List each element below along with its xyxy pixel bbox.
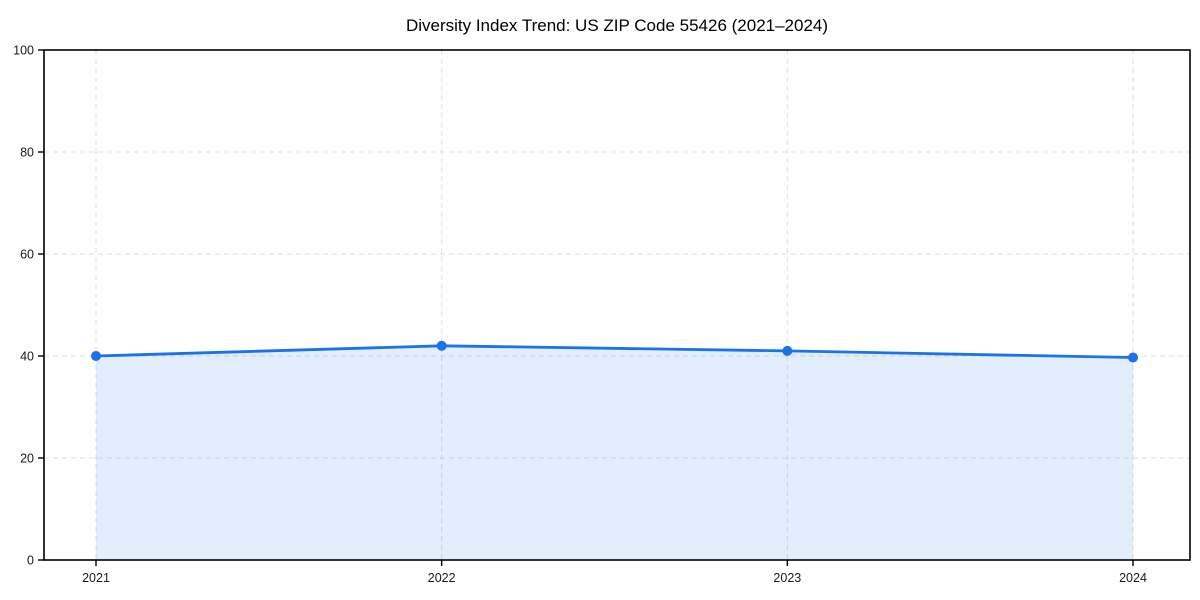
- data-point-marker: [1128, 352, 1138, 363]
- y-axis-tick-label: 0: [27, 554, 34, 568]
- trend-line: [94, 344, 1135, 359]
- y-axis-tick-label: 80: [20, 146, 34, 160]
- chart-title: Diversity Index Trend: US ZIP Code 55426…: [406, 16, 828, 35]
- y-axis-tick-label: 40: [20, 350, 34, 364]
- y-axis-tick-label: 60: [20, 248, 34, 262]
- x-axis-tick-label: 2024: [1119, 571, 1147, 585]
- y-axis-tick-label: 20: [20, 452, 34, 466]
- data-point-marker: [782, 345, 793, 356]
- x-axis-tick-label: 2021: [82, 571, 110, 585]
- data-point-marker: [91, 351, 101, 361]
- x-axis-tick-label: 2022: [428, 571, 456, 585]
- data-point-marker: [436, 340, 447, 351]
- plot-area: 0 20 40 60 80 100 2021 2022 2023 2024: [13, 44, 1191, 585]
- y-axis-tick-label: 100: [13, 44, 34, 58]
- area-fill: [96, 345, 1133, 560]
- axes-frame: [43, 49, 1191, 561]
- x-axis-tick-label: 2023: [773, 571, 801, 585]
